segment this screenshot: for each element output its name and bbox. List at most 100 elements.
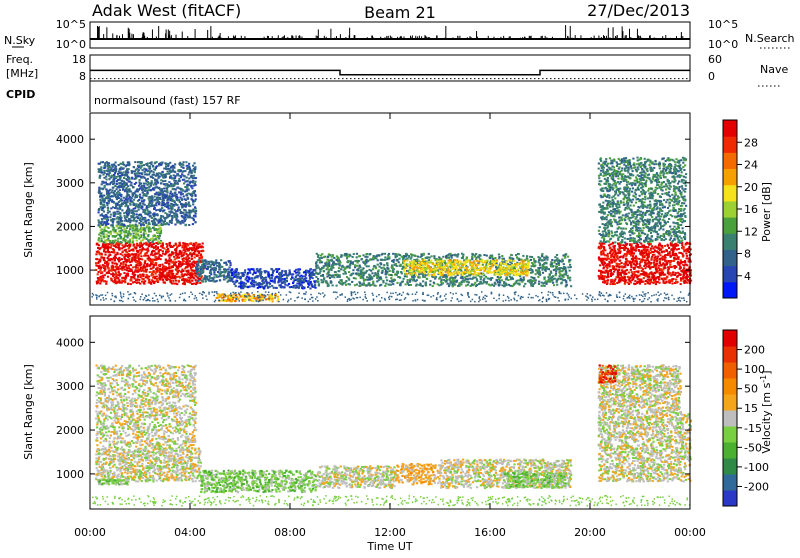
- heatmap-cell: [208, 279, 210, 281]
- heatmap-cell: [101, 219, 103, 221]
- power-heatmap: [91, 157, 692, 303]
- heatmap-cell: [516, 280, 518, 282]
- heatmap-cell: [98, 191, 100, 193]
- heatmap-cell: [461, 281, 463, 283]
- heatmap-cell: [365, 279, 367, 281]
- heatmap-cell: [538, 261, 540, 263]
- heatmap-cell: [265, 277, 267, 279]
- heatmap-cell: [381, 254, 383, 256]
- heatmap-cell: [128, 230, 130, 232]
- heatmap-cell: [356, 253, 358, 255]
- heatmap-cell: [260, 275, 262, 277]
- heatmap-cell: [188, 248, 190, 250]
- heatmap-cell: [121, 244, 123, 246]
- heatmap-cell: [175, 216, 177, 218]
- heatmap-cell: [177, 222, 179, 224]
- heatmap-cell: [496, 267, 498, 269]
- heatmap-cell: [247, 280, 249, 282]
- heatmap-cell: [181, 269, 183, 271]
- heatmap-cell: [97, 273, 99, 275]
- heatmap-cell: [136, 213, 138, 215]
- heatmap-cell: [166, 190, 168, 192]
- heatmap-cell: [131, 270, 133, 272]
- heatmap-cell: [123, 167, 125, 169]
- heatmap-cell: [345, 273, 347, 275]
- heatmap-cell: [539, 267, 541, 269]
- heatmap-cell: [100, 200, 102, 202]
- heatmap-cell: [154, 222, 156, 224]
- heatmap-cell: [289, 271, 291, 273]
- heatmap-cell: [259, 273, 261, 275]
- heatmap-cell: [119, 234, 121, 236]
- heatmap-cell: [173, 167, 175, 169]
- heatmap-cell: [136, 220, 138, 222]
- freq-label-line2: [MHz]: [6, 67, 38, 80]
- heatmap-cell: [266, 282, 268, 284]
- heatmap-cell: [384, 259, 386, 261]
- heatmap-cell: [98, 209, 100, 211]
- heatmap-cell: [371, 272, 373, 274]
- heatmap-cell: [362, 267, 364, 269]
- heatmap-cell: [122, 264, 124, 266]
- heatmap-cell: [103, 170, 105, 172]
- heatmap-cell: [128, 178, 130, 180]
- heatmap-cell: [538, 272, 540, 274]
- heatmap-cell: [550, 265, 552, 267]
- heatmap-cell: [168, 270, 170, 272]
- heatmap-cell: [95, 269, 97, 271]
- heatmap-cell: [214, 261, 216, 263]
- heatmap-cell: [145, 168, 147, 170]
- heatmap-cell: [113, 227, 115, 229]
- heatmap-cell: [119, 169, 121, 171]
- heatmap-cell: [270, 280, 272, 282]
- heatmap-cell: [135, 176, 137, 178]
- heatmap-cell: [156, 179, 158, 181]
- heatmap-cell: [547, 268, 549, 270]
- heatmap-cell: [551, 259, 553, 261]
- heatmap-cell: [462, 256, 464, 258]
- heatmap-cell: [192, 270, 194, 272]
- heatmap-cell: [313, 273, 315, 275]
- heatmap-cell: [560, 282, 562, 284]
- heatmap-cell: [480, 276, 482, 278]
- heatmap-cell: [360, 277, 362, 279]
- heatmap-cell: [123, 272, 125, 274]
- heatmap-cell: [174, 175, 176, 177]
- heatmap-cell: [141, 173, 143, 175]
- heatmap-cell: [162, 177, 164, 179]
- nave-right-tick-top: 60: [708, 53, 722, 66]
- heatmap-cell: [167, 184, 169, 186]
- heatmap-cell: [102, 181, 104, 183]
- heatmap-cell: [188, 257, 190, 259]
- heatmap-cell: [184, 251, 186, 253]
- heatmap-cell: [119, 259, 121, 261]
- heatmap-cell: [186, 165, 188, 167]
- heatmap-cell: [151, 197, 153, 199]
- heatmap-cell: [346, 266, 348, 268]
- nsky-left-tick-bottom: 10^0: [56, 38, 86, 51]
- heatmap-cell: [215, 268, 217, 270]
- heatmap-cell: [117, 268, 119, 270]
- heatmap-cell: [139, 243, 141, 245]
- heatmap-cell: [151, 259, 153, 261]
- heatmap-cell: [121, 242, 123, 244]
- heatmap-cell: [111, 189, 113, 191]
- heatmap-cell: [403, 278, 405, 280]
- heatmap-cell: [478, 257, 480, 259]
- heatmap-cell: [512, 258, 514, 260]
- heatmap-cell: [159, 189, 161, 191]
- heatmap-cell: [119, 265, 121, 267]
- heatmap-cell: [176, 194, 178, 196]
- heatmap-cell: [230, 280, 232, 282]
- heatmap-cell: [480, 255, 482, 257]
- heatmap-cell: [188, 201, 190, 203]
- heatmap-cell: [542, 285, 544, 287]
- heatmap-cell: [460, 284, 462, 286]
- heatmap-cell: [194, 183, 196, 185]
- heatmap-cell: [102, 161, 104, 163]
- heatmap-cell: [123, 197, 125, 199]
- heatmap-cell: [225, 262, 227, 264]
- heatmap-cell: [124, 254, 126, 256]
- heatmap-cell: [100, 166, 102, 168]
- heatmap-cell: [323, 278, 325, 280]
